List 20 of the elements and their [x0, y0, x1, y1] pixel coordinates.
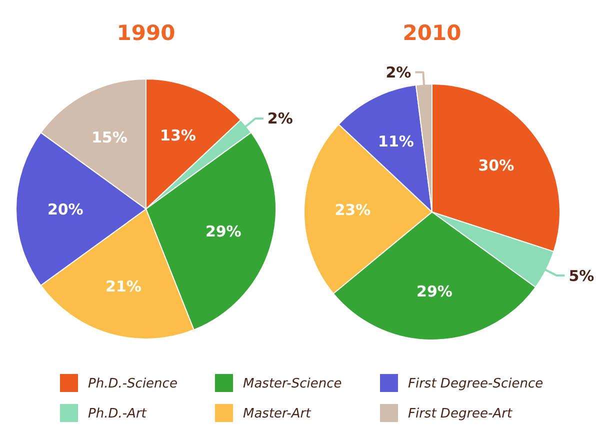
data-label: 11%: [378, 132, 414, 151]
data-label: 15%: [91, 128, 128, 146]
data-label: 5%: [568, 266, 594, 285]
legend-label: Master-Art: [243, 406, 312, 422]
legend-label: First Degree-Art: [408, 406, 513, 422]
data-label: 2%: [386, 64, 412, 82]
legend-label: Ph.D.-Science: [88, 376, 178, 392]
legend-label: Master-Science: [243, 376, 342, 392]
data-label: 21%: [106, 278, 142, 296]
data-label: 29%: [416, 282, 452, 301]
data-label: 30%: [478, 156, 514, 175]
slice-label: 1990: [116, 21, 176, 45]
legend-label: First Degree-Science: [408, 376, 544, 392]
data-label: 23%: [334, 200, 371, 219]
legend-label: Ph.D.-Art: [88, 406, 148, 422]
data-label: 29%: [205, 222, 242, 241]
data-label: 13%: [160, 126, 196, 144]
data-label: 20%: [47, 200, 84, 218]
data-label: 2%: [267, 110, 293, 128]
slice-label: 2010: [402, 21, 462, 45]
